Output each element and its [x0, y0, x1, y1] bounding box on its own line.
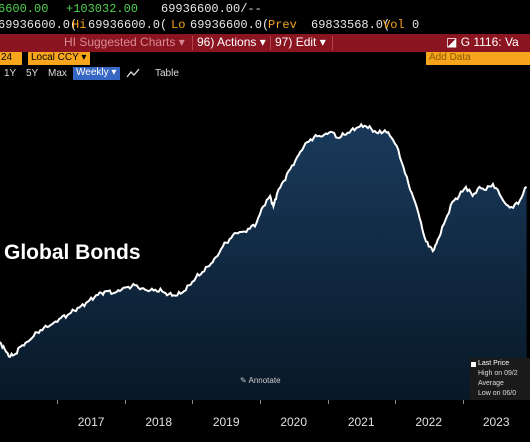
price-chart[interactable]: [0, 82, 530, 400]
edit-menu[interactable]: 97) Edit ▾: [275, 35, 326, 49]
price-line: [0, 122, 528, 358]
window-icon: ◪: [446, 35, 458, 49]
x-axis-tick: [462, 400, 464, 404]
x-axis-tick: [395, 400, 396, 404]
range-max[interactable]: Max: [48, 68, 67, 79]
suggested-charts-label: HI Suggested Charts: [64, 35, 176, 49]
vol-value: 0: [412, 18, 420, 32]
x-axis-tick: [57, 400, 59, 404]
edit-label: Edit: [295, 35, 317, 49]
x-axis-label: 2017: [77, 415, 105, 429]
frequency-select[interactable]: Weekly ▾: [73, 67, 120, 80]
last-price: 6600.00: [0, 2, 49, 16]
x-axis-tick: [327, 400, 329, 404]
x-axis-tick: [124, 400, 126, 404]
table-button[interactable]: Table: [155, 68, 179, 79]
x-axis-label: 2023: [482, 415, 510, 429]
chevron-down-icon: ▾: [111, 67, 117, 78]
currency-label: Local CCY: [31, 52, 79, 63]
range-bar: 1Y 5Y Max Weekly ▾ Table: [0, 66, 530, 81]
last-price-full: 69936600.00/--: [161, 2, 262, 16]
actions-label: Actions: [217, 35, 257, 49]
chart-legend: Last Price High on 09/2 Average Low on 0…: [470, 358, 530, 400]
legend-item: Low on 06/0: [478, 390, 517, 397]
suggested-charts-menu[interactable]: HI Suggested Charts ▾: [64, 35, 185, 49]
prev-label: Prev: [268, 18, 297, 32]
lo-label: Lo: [171, 18, 186, 32]
x-axis-label: 2021: [347, 415, 375, 429]
ticker-title[interactable]: ◪ G 1116: Va: [446, 35, 519, 49]
hi-label: Hi: [72, 18, 87, 32]
x-axis: 2017 2018 2019 2020 2021 2022 2023: [0, 400, 530, 442]
chevron-down-icon: ▾: [319, 35, 326, 49]
quote-bar: 6600.00 +103032.00 69936600.00/-- 699366…: [0, 0, 530, 34]
chevron-down-icon: ▾: [259, 35, 266, 49]
annotate-button[interactable]: ✎ Annotate: [240, 376, 281, 385]
annotate-label: Annotate: [248, 376, 281, 385]
pencil-icon: ✎: [240, 376, 247, 385]
sub-bar: 24 Local CCY ▾ Add Data: [0, 52, 530, 65]
x-axis-tick: [192, 400, 194, 404]
chevron-down-icon: ▾: [81, 52, 87, 63]
price-change: +103032.00: [66, 2, 139, 16]
range-5y[interactable]: 5Y: [26, 68, 39, 79]
legend-item: Last Price: [478, 360, 510, 367]
x-axis-label: 2019: [212, 415, 240, 429]
actions-menu[interactable]: 96) Actions ▾: [197, 35, 266, 49]
toolbar-divider: [192, 36, 193, 50]
x-axis-label: 2022: [415, 415, 443, 429]
date-field[interactable]: 24: [0, 52, 22, 65]
actions-key: 96): [197, 35, 215, 49]
edit-key: 97): [275, 35, 293, 49]
add-data-button[interactable]: Add Data: [426, 52, 530, 65]
legend-swatch-last: [471, 362, 476, 367]
x-axis-tick: [259, 400, 261, 404]
vol-label: Vol: [383, 18, 405, 32]
ticker-label: G 1116: Va: [460, 35, 519, 49]
legend-item: High on 09/2: [478, 370, 518, 377]
chevron-down-icon: ▾: [178, 35, 185, 49]
price-area: [0, 124, 527, 400]
legend-item: Average: [478, 380, 504, 387]
toolbar-divider: [270, 36, 271, 50]
range-1y[interactable]: 1Y: [4, 68, 17, 79]
toolbar-divider: [332, 36, 333, 50]
x-axis-label: 2018: [145, 415, 173, 429]
prev-value: 69833568.0(: [311, 18, 391, 32]
hi-value: 69936600.0(: [88, 18, 168, 32]
currency-select[interactable]: Local CCY ▾: [28, 52, 90, 65]
chart-overlay-title: Global Bonds: [4, 241, 141, 264]
toolbar: HI Suggested Charts ▾ 96) Actions ▾ 97) …: [0, 34, 530, 52]
frequency-label: Weekly: [76, 67, 109, 78]
x-axis-label: 2020: [280, 415, 308, 429]
lo-value: 69936600.0(: [190, 18, 270, 32]
quote-row1-left: 69936600.0(: [0, 18, 78, 32]
line-chart-icon[interactable]: [126, 67, 140, 80]
